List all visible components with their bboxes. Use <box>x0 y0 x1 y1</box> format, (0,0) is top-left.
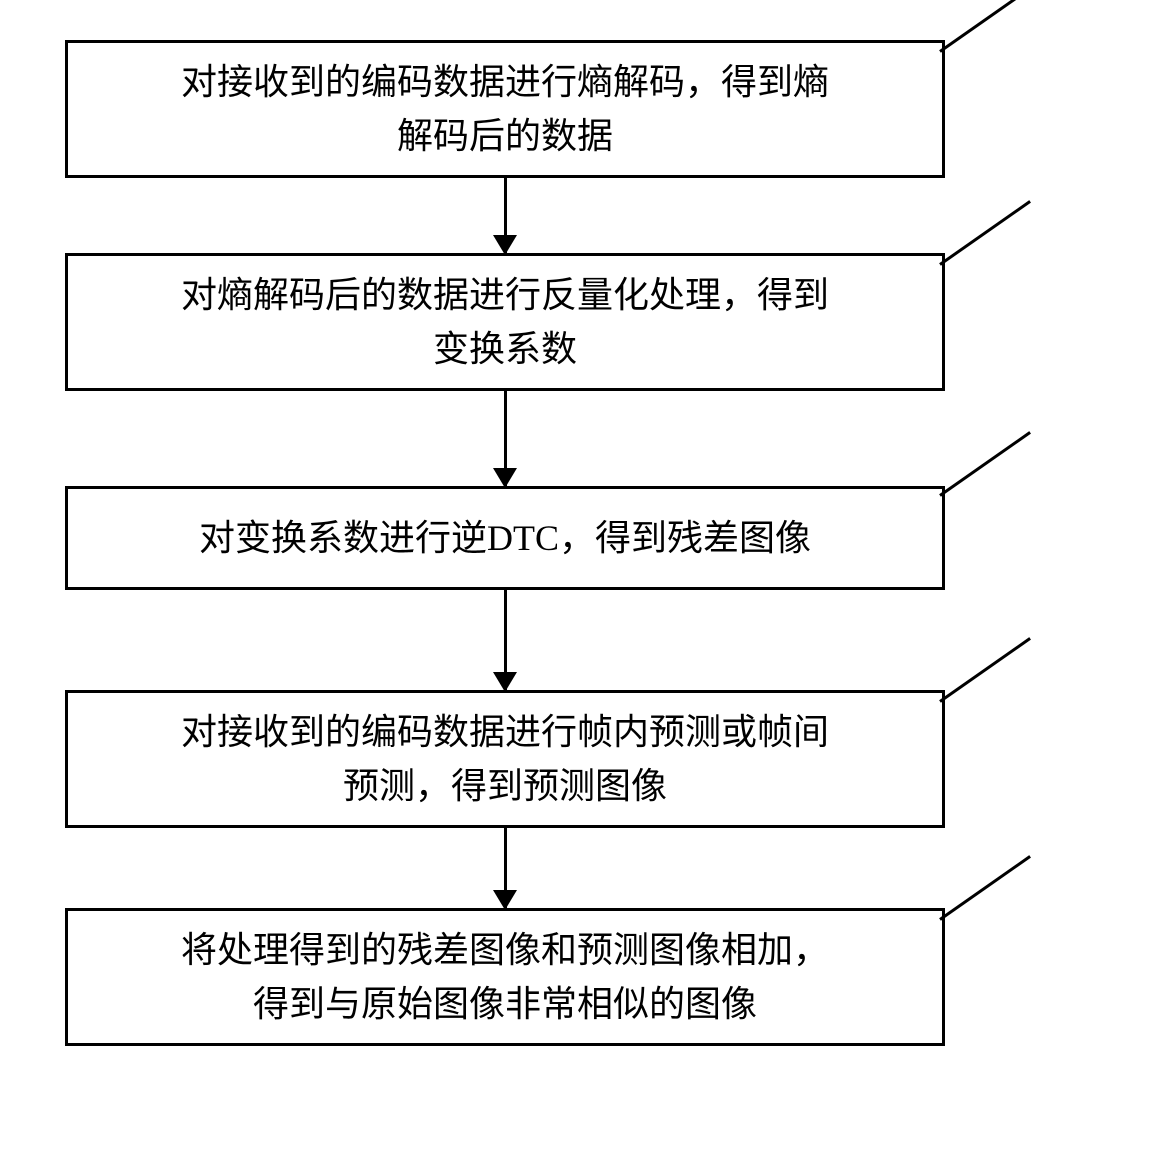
arrow-103-104-wrapper <box>65 590 945 690</box>
step-101-container: 对接收到的编码数据进行熵解码，得到熵 解码后的数据 101 <box>65 40 1125 178</box>
arrow-102-103-wrapper <box>65 391 945 486</box>
arrow-103-104 <box>504 590 507 690</box>
flowchart-container: 对接收到的编码数据进行熵解码，得到熵 解码后的数据 101 对熵解码后的数据进行… <box>65 40 1125 1046</box>
step-103-text-line1: 对变换系数进行逆DTC，得到残差图像 <box>88 511 922 565</box>
step-103-box: 对变换系数进行逆DTC，得到残差图像 <box>65 486 945 590</box>
arrow-head-102-103 <box>493 468 517 488</box>
step-101-text-line2: 解码后的数据 <box>88 109 922 163</box>
arrow-101-102 <box>504 178 507 253</box>
step-102-text-line2: 变换系数 <box>88 322 922 376</box>
arrow-101-102-wrapper <box>65 178 945 253</box>
arrow-104-105-wrapper <box>65 828 945 908</box>
step-105-text-line1: 将处理得到的残差图像和预测图像相加， <box>88 923 922 977</box>
step-105-label-line <box>939 855 1031 921</box>
arrow-head-103-104 <box>493 672 517 692</box>
step-102-container: 对熵解码后的数据进行反量化处理，得到 变换系数 102 <box>65 253 1125 391</box>
step-105-box: 将处理得到的残差图像和预测图像相加， 得到与原始图像非常相似的图像 <box>65 908 945 1046</box>
step-102-text-line1: 对熵解码后的数据进行反量化处理，得到 <box>88 268 922 322</box>
arrow-102-103 <box>504 391 507 486</box>
step-103-container: 对变换系数进行逆DTC，得到残差图像 103 <box>65 486 1125 590</box>
step-102-label-line <box>939 200 1031 266</box>
step-101-text-line1: 对接收到的编码数据进行熵解码，得到熵 <box>88 55 922 109</box>
step-104-box: 对接收到的编码数据进行帧内预测或帧间 预测，得到预测图像 <box>65 690 945 828</box>
step-103-label-line <box>939 431 1031 497</box>
step-104-text-line1: 对接收到的编码数据进行帧内预测或帧间 <box>88 705 922 759</box>
arrow-head-101-102 <box>493 235 517 255</box>
arrow-104-105 <box>504 828 507 908</box>
step-101-box: 对接收到的编码数据进行熵解码，得到熵 解码后的数据 <box>65 40 945 178</box>
step-104-label-line <box>939 637 1031 703</box>
arrow-head-104-105 <box>493 890 517 910</box>
step-104-container: 对接收到的编码数据进行帧内预测或帧间 预测，得到预测图像 104 <box>65 690 1125 828</box>
step-104-text-line2: 预测，得到预测图像 <box>88 759 922 813</box>
step-105-container: 将处理得到的残差图像和预测图像相加， 得到与原始图像非常相似的图像 105 <box>65 908 1125 1046</box>
step-101-label-line <box>939 0 1031 53</box>
step-105-text-line2: 得到与原始图像非常相似的图像 <box>88 977 922 1031</box>
step-102-box: 对熵解码后的数据进行反量化处理，得到 变换系数 <box>65 253 945 391</box>
